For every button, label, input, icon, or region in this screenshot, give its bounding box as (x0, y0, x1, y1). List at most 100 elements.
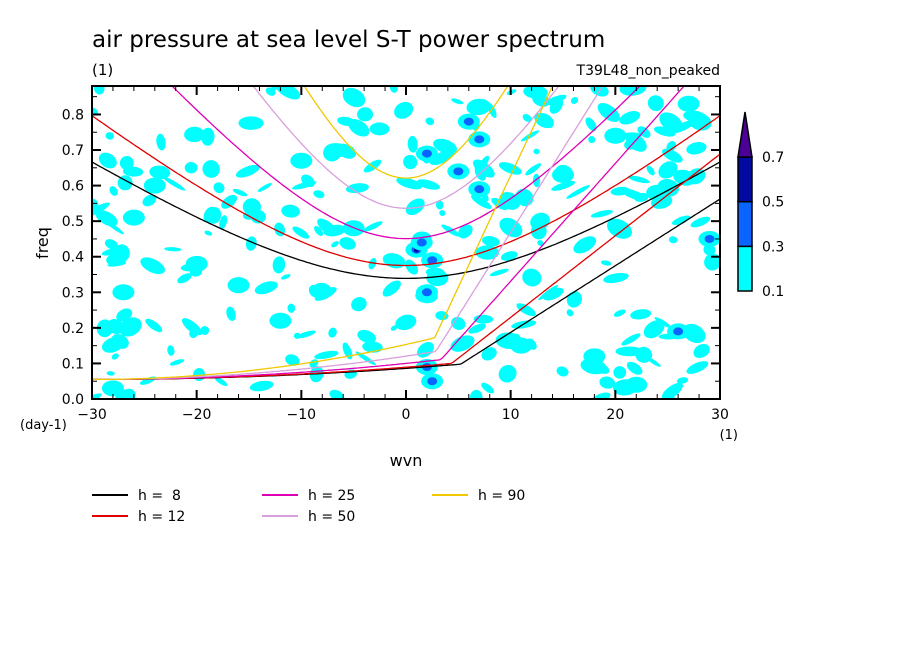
contour-blob (583, 348, 606, 365)
contour-blob-low (140, 257, 165, 275)
colorbar-label: 0.5 (762, 195, 784, 211)
contour-blob-low (107, 318, 124, 335)
contour-blob-low (139, 376, 157, 385)
contour-blob-low (573, 236, 597, 254)
y-tick-label: 0.5 (62, 214, 84, 230)
contour-blob-low (479, 155, 490, 170)
contour-blob-low (537, 240, 544, 247)
x-tick-label: 10 (502, 407, 520, 423)
chart-subtitle-left: (1) (92, 61, 113, 79)
contour-blob-low (690, 216, 711, 228)
curve-ig-h50 (252, 86, 560, 209)
contour-blob (604, 127, 627, 144)
contour-blob (290, 152, 313, 169)
contour-blob-low (643, 320, 665, 339)
contour-blob-low (509, 194, 523, 209)
contour-blob-low (249, 380, 274, 392)
contour-blob-low (285, 354, 300, 366)
legend-label: h = 8 (138, 488, 181, 504)
contour-blob-low (585, 117, 597, 132)
contour-blob-low (92, 393, 102, 399)
contour-blob-low (606, 218, 633, 239)
y-axis-label: freq (33, 227, 52, 259)
contour-blob-low (693, 343, 710, 359)
contour-blob-low (516, 303, 536, 317)
contour-blob-low (471, 194, 492, 210)
contour-blob (510, 337, 533, 354)
contour-blob (227, 277, 250, 294)
curve-ig-h90 (303, 86, 509, 179)
contour-blob-low (407, 135, 418, 153)
contour-blob-low (114, 244, 130, 262)
legend-label: h = 90 (478, 488, 525, 504)
contour-blob-low (626, 361, 643, 375)
contour-blob-low (389, 86, 398, 93)
contour-blob-low (275, 86, 301, 100)
contour-blob-low (105, 132, 114, 140)
contour-blob-low (653, 126, 676, 137)
contour-blob-low (673, 169, 696, 186)
contour-blob (112, 284, 135, 301)
contour-blob-low (599, 376, 616, 389)
contour-blob-mid (474, 135, 485, 144)
colorbar-extend-arrow (737, 111, 753, 158)
contour-blob-low (314, 350, 339, 360)
contour-blob-low (357, 107, 374, 122)
contour-blob-low (363, 221, 383, 232)
contour-blob (122, 209, 145, 226)
y-tick-label: 0.8 (62, 107, 84, 123)
contour-blob-low (213, 182, 225, 194)
contour-blob-low (416, 179, 440, 190)
contour-blob-low (658, 161, 678, 179)
contour-blob-low (342, 342, 353, 360)
contour-blob (101, 380, 124, 397)
contour-blob-low (245, 236, 257, 251)
contour-blob-low (339, 237, 356, 250)
contour-blob-mid (421, 149, 432, 158)
contour-blob-low (109, 186, 118, 196)
contour-blob-low (281, 204, 300, 218)
contour-blob-low (169, 359, 185, 366)
contour-blob-low (468, 323, 486, 334)
contour-blob-low (661, 382, 683, 399)
contour-blob-mid (453, 167, 464, 176)
y-tick-label: 0.3 (62, 285, 84, 301)
contour-blob-low (543, 287, 564, 301)
contour-blob-low (613, 366, 627, 379)
contour-blob-low (328, 327, 337, 338)
contour-blob-low (204, 230, 213, 236)
contour-blob-low (525, 163, 542, 176)
contour-blob-low (369, 122, 390, 136)
contour-blob-low (184, 162, 198, 174)
contour-blob-low (538, 284, 559, 301)
contour-blob-low (570, 97, 579, 104)
contour-blob-low (382, 253, 406, 269)
contour-blob-low (635, 346, 653, 363)
contour-blob-low (405, 198, 425, 216)
y-tick-label: 0.4 (62, 250, 84, 266)
curve-ig-h12 (92, 115, 720, 267)
contour-blob-low (481, 347, 497, 361)
contour-blob-low (481, 236, 500, 247)
contour-blob-low (671, 215, 691, 226)
contour-blob-low (149, 165, 171, 180)
contour-blob-mid (474, 185, 485, 194)
colorbar-segment (737, 245, 753, 292)
contour-blob-low (301, 174, 315, 188)
contour-blob-low (450, 335, 475, 352)
contour-blob-low (357, 329, 377, 344)
contour-blob-low (498, 364, 517, 383)
contour-blob-low (403, 154, 418, 170)
contour-blob-low (394, 101, 414, 119)
contour-blob-low (181, 318, 202, 336)
contour-blob (677, 95, 700, 112)
contour-blob-low (590, 210, 613, 218)
contour-blob-low (451, 316, 466, 330)
contour-blob-low (325, 143, 350, 157)
contour-blob-low (619, 111, 641, 125)
contour-blob-low (433, 138, 458, 154)
contour-blob-low (534, 112, 554, 129)
x-tick-label: 0 (402, 407, 411, 423)
legend-label: h = 12 (138, 509, 185, 525)
contour-blob-low (145, 318, 163, 333)
